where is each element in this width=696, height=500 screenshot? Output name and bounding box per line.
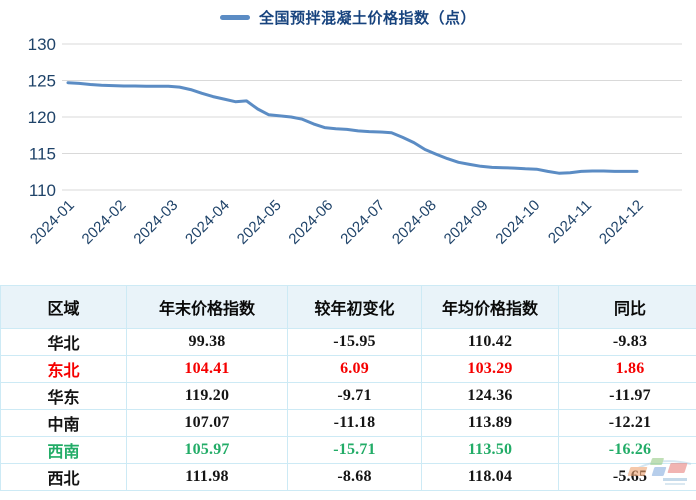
table-row: 西南 105.97 -15.71 113.50 -16.26 [0,436,696,464]
legend-series-label: 全国预拌混凝土价格指数（点） [258,9,476,27]
value-cell: 107.07 [126,409,288,437]
y-axis-tick-label: 125 [28,72,56,91]
value-cell: 113.89 [421,409,559,437]
value-cell: 105.97 [126,436,288,464]
value-cell: -15.95 [287,328,422,356]
value-cell: 111.98 [126,463,288,491]
table-header: 区域 年末价格指数 较年初变化 年均价格指数 同比 [0,285,696,329]
value-cell: 1.86 [558,355,696,383]
region-name-cell: 中南 [0,409,127,437]
column-header: 同比 [558,285,696,329]
value-cell: 6.09 [287,355,422,383]
x-axis-tick-label: 2024-05 [234,197,285,248]
chart-legend: 全国预拌混凝土价格指数（点） [0,6,696,28]
x-axis-tick-label: 2024-11 [545,197,595,247]
x-axis-tick-label: 2024-06 [285,197,336,248]
value-cell: -11.18 [287,409,422,437]
value-cell: -11.97 [558,382,696,410]
value-cell: 104.41 [126,355,288,383]
y-axis-tick-label: 110 [29,181,56,200]
value-cell: -12.21 [558,409,696,437]
value-cell: -9.83 [558,328,696,356]
site-watermark-logo [627,452,693,494]
watermark-green-block [649,458,665,465]
value-cell: 99.38 [126,328,288,356]
table-body: 华北 99.38 -15.95 110.42 -9.83 东北 104.41 6.09 103.… [0,328,696,491]
x-axis-tick-label: 2024-09 [441,197,492,248]
price-index-series-line [66,81,639,175]
region-name-cell: 华北 [0,328,127,356]
value-cell: -8.68 [287,463,422,491]
value-cell: 119.20 [126,382,288,410]
table-row: 华北 99.38 -15.95 110.42 -9.83 [0,328,696,356]
region-name-cell: 西北 [0,463,127,491]
y-axis-tick-label: 130 [28,35,56,54]
x-axis-tick-label: 2024-01 [27,197,78,248]
watermark-text-line [663,478,687,481]
x-axis-tick-label: 2024-02 [79,197,130,248]
table-row: 华东 119.20 -9.71 124.36 -11.97 [0,382,696,410]
value-cell: -15.71 [287,436,422,464]
y-axis-tick-label: 120 [28,108,56,127]
y-axis-tick-label: 115 [29,145,56,164]
x-axis-tick-label: 2024-08 [389,197,440,248]
region-name-cell: 东北 [0,355,127,383]
x-axis-tick-label: 2024-10 [492,197,543,248]
value-cell: 110.42 [421,328,559,356]
x-axis-tick-label: 2024-04 [182,197,233,248]
region-name-cell: 华东 [0,382,127,410]
region-name-cell: 西南 [0,436,127,464]
table-row: 东北 104.41 6.09 103.29 1.86 [0,355,696,383]
watermark-text-line [665,483,685,485]
watermark-red-block [667,463,688,473]
column-header: 年均价格指数 [421,285,559,329]
region-table-wrap: 区域 年末价格指数 较年初变化 年均价格指数 同比 华北 99.38 -15.95 110.4… [0,285,696,491]
table-row: 中南 107.07 -11.18 113.89 -12.21 [0,409,696,437]
watermark-orange-block [627,467,648,476]
region-summary-table: 区域 年末价格指数 较年初变化 年均价格指数 同比 华北 99.38 -15.95 110.4… [0,285,696,491]
x-axis-tick-label: 2024-12 [596,197,647,248]
value-cell: 103.29 [421,355,559,383]
value-cell: 113.50 [421,436,559,464]
value-cell: 118.04 [421,463,559,491]
legend-line-icon [219,14,250,20]
column-header: 区域 [0,285,127,329]
table-row: 西北 111.98 -8.68 118.04 -5.65 [0,463,696,491]
value-cell: 124.36 [421,382,559,410]
x-axis-tick-label: 2024-07 [337,197,388,248]
table-header-row: 区域 年末价格指数 较年初变化 年均价格指数 同比 [0,285,696,329]
column-header: 较年初变化 [287,285,422,329]
column-header: 年末价格指数 [126,285,288,329]
x-axis-tick-label: 2024-03 [130,197,181,248]
value-cell: -9.71 [287,382,422,410]
value-cell: -16.26 [558,436,696,464]
